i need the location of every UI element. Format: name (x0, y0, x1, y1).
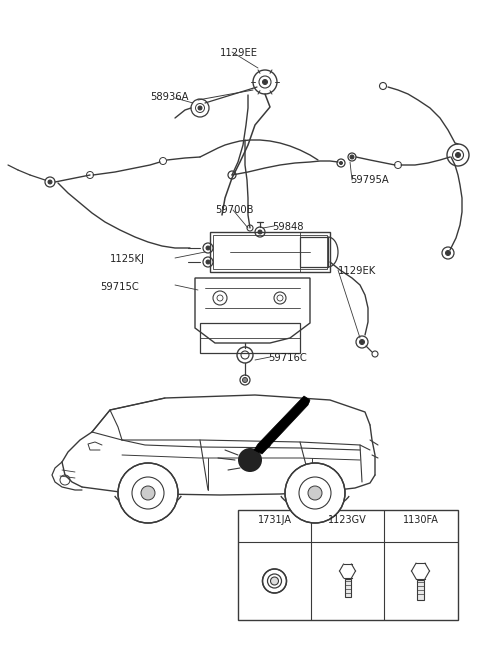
Circle shape (198, 106, 202, 110)
Text: 1129EE: 1129EE (220, 48, 258, 58)
Circle shape (141, 486, 155, 500)
Bar (200, 323, 300, 353)
Text: 1731JA: 1731JA (257, 515, 291, 525)
Text: 59716C: 59716C (268, 353, 307, 363)
Text: 1130FA: 1130FA (403, 515, 438, 525)
Circle shape (242, 377, 248, 383)
Circle shape (350, 155, 354, 159)
Text: 59848: 59848 (272, 222, 303, 232)
Text: 1123GV: 1123GV (328, 515, 367, 525)
Circle shape (263, 79, 267, 84)
Bar (417, 580, 424, 600)
Circle shape (206, 260, 210, 264)
Polygon shape (254, 396, 310, 454)
Text: 59795A: 59795A (350, 175, 389, 185)
Circle shape (118, 463, 178, 523)
Circle shape (456, 153, 460, 157)
Circle shape (360, 339, 364, 345)
Text: 1125KJ: 1125KJ (110, 254, 145, 264)
Circle shape (238, 448, 262, 472)
Bar (213, 235, 327, 269)
Text: 58936A: 58936A (150, 92, 189, 102)
Circle shape (445, 250, 451, 255)
Bar (238, 510, 458, 620)
Text: 1129EK: 1129EK (338, 266, 376, 276)
Text: 59700B: 59700B (215, 205, 253, 215)
Bar (345, 579, 350, 597)
Circle shape (206, 246, 210, 250)
Circle shape (285, 463, 345, 523)
Text: 59715C: 59715C (100, 282, 139, 292)
Bar (210, 232, 330, 272)
Circle shape (308, 486, 322, 500)
Circle shape (263, 569, 287, 593)
Circle shape (258, 230, 262, 234)
Circle shape (339, 162, 343, 164)
Bar (300, 237, 328, 267)
Circle shape (271, 577, 278, 585)
Circle shape (48, 180, 52, 184)
